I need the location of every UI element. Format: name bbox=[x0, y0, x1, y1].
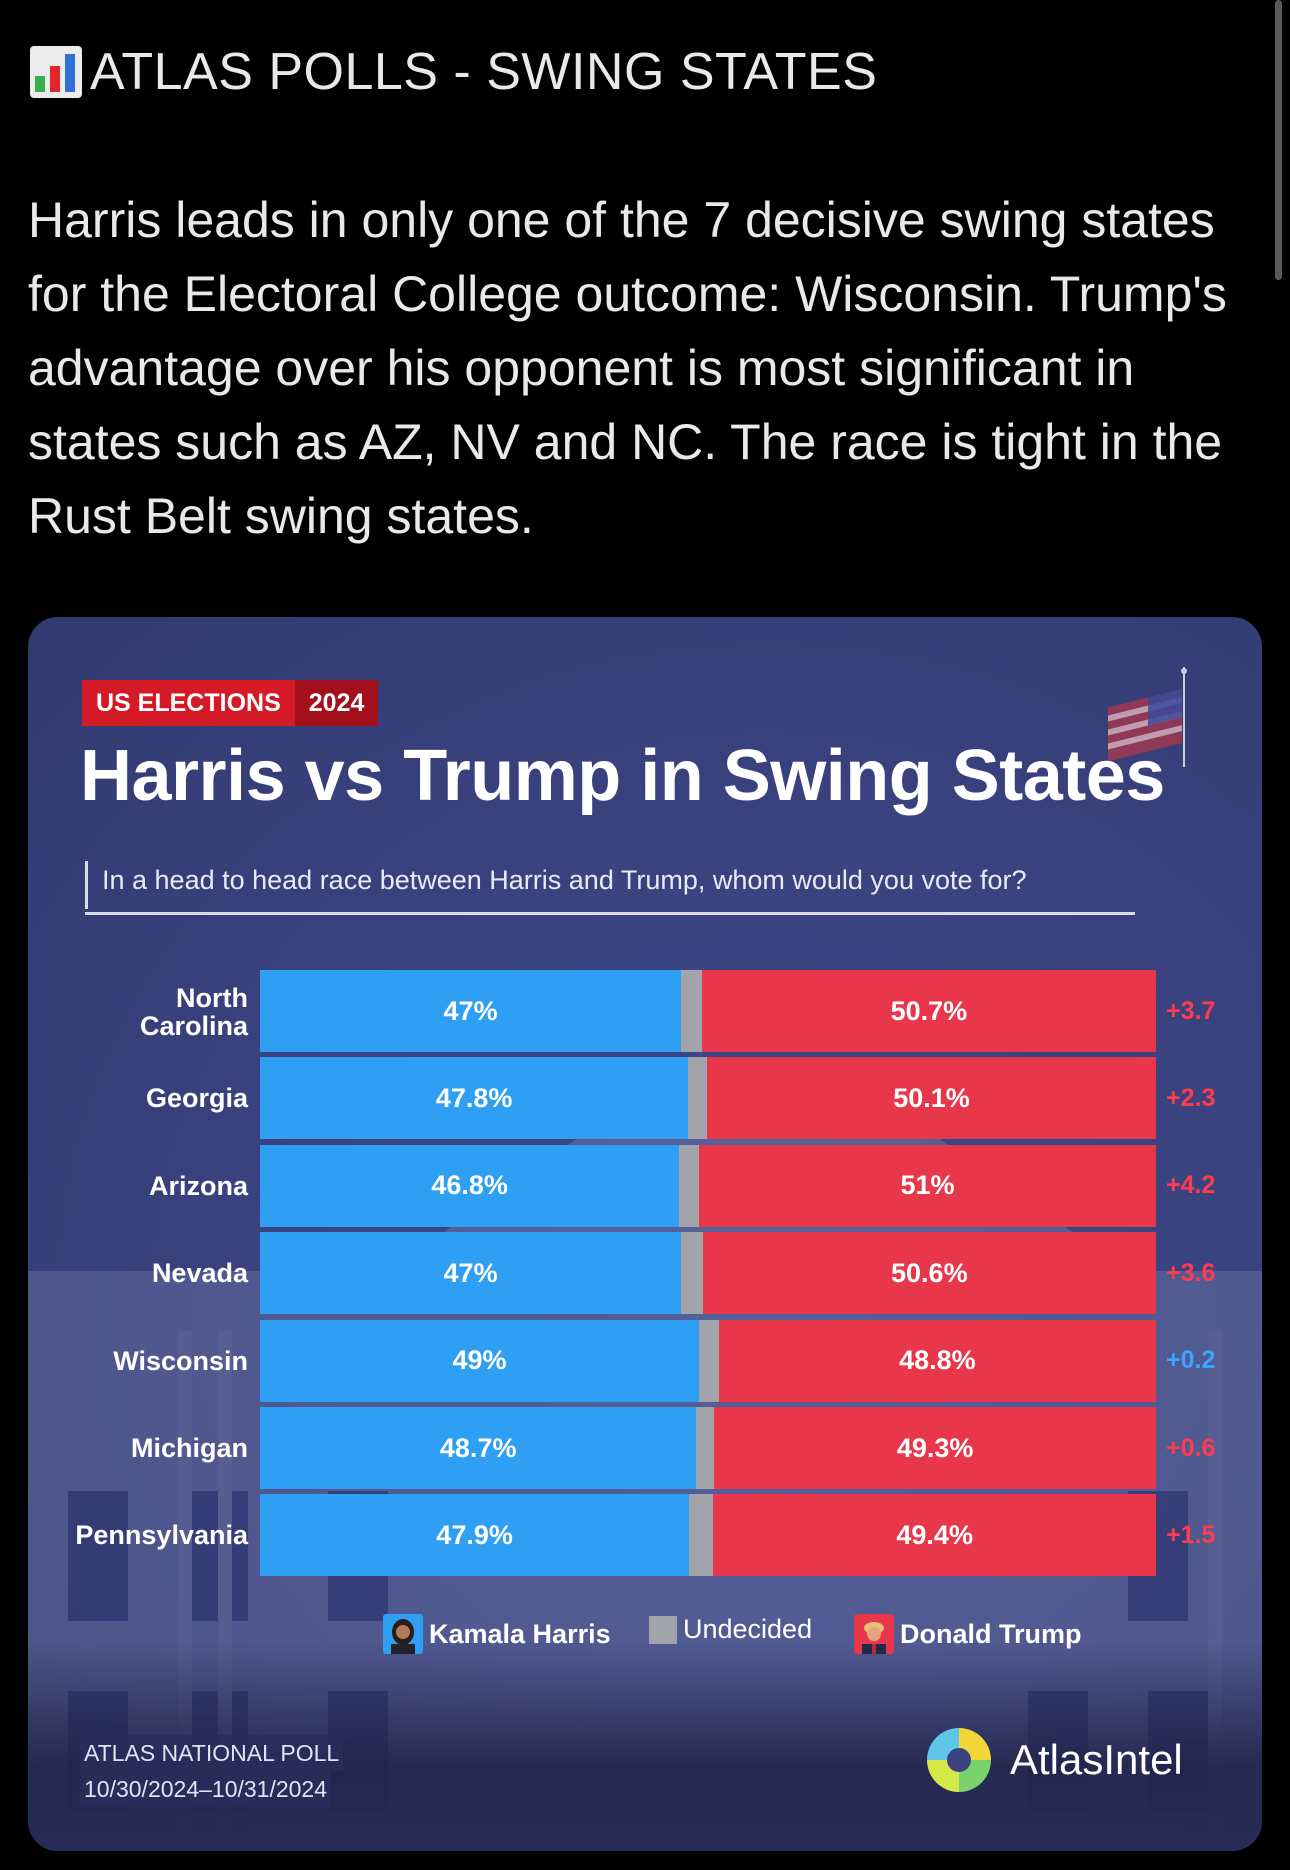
scrollbar[interactable] bbox=[1275, 0, 1282, 280]
harris-avatar-icon bbox=[383, 1614, 423, 1654]
trump-bar bbox=[701, 970, 1156, 1052]
harris-bar bbox=[260, 1494, 690, 1577]
legend-harris-label: Kamala Harris bbox=[429, 1618, 611, 1649]
logo-text: AtlasIntel bbox=[1010, 1736, 1183, 1783]
post-title-text: ATLAS POLLS - SWING STATES bbox=[90, 43, 878, 101]
trump-bar bbox=[714, 1407, 1156, 1489]
undecided-bar bbox=[681, 970, 702, 1052]
undecided-bar bbox=[696, 1407, 715, 1489]
trump-value-label: 50.7% bbox=[890, 995, 968, 1026]
poll-infographic[interactable]: US ELECTIONS 2024 Harris vs Trump in Swi… bbox=[28, 617, 1262, 1851]
harris-bar bbox=[260, 1407, 697, 1489]
bar-row: Georgia 47.8% 50.1% +2.3 bbox=[28, 1057, 1262, 1140]
bar-row: Michigan 48.7% 49.3% +0.6 bbox=[28, 1407, 1262, 1489]
legend-undecided-label: Undecided bbox=[683, 1614, 813, 1644]
undecided-bar bbox=[689, 1494, 714, 1577]
margin-label: +2.3 bbox=[1166, 1083, 1216, 1112]
margin-label: +3.6 bbox=[1166, 1258, 1216, 1287]
question-text: In a head to head race between Harris an… bbox=[102, 865, 1027, 895]
trump-value-label: 51% bbox=[900, 1170, 955, 1201]
trump-bar bbox=[713, 1494, 1156, 1577]
margin-label: +4.2 bbox=[1166, 1171, 1216, 1200]
harris-bar bbox=[260, 1319, 700, 1402]
undecided-swatch bbox=[649, 1615, 677, 1644]
trump-value-label: 49.3% bbox=[896, 1432, 974, 1463]
footer-line1: ATLAS NATIONAL POLL bbox=[80, 1735, 344, 1771]
harris-bar bbox=[260, 1144, 680, 1227]
state-label: Georgia bbox=[145, 1083, 248, 1114]
state-label: Arizona bbox=[148, 1170, 248, 1201]
trump-bar bbox=[718, 1319, 1156, 1402]
undecided-bar bbox=[688, 1057, 708, 1140]
us-flag-icon bbox=[1108, 667, 1187, 767]
trump-value-label: 50.1% bbox=[893, 1082, 970, 1113]
poll-footer: ATLAS NATIONAL POLL 10/30/2024–10/31/202… bbox=[80, 1735, 344, 1807]
legend-undecided: Undecided bbox=[649, 1614, 812, 1645]
legend-trump: Donald Trump bbox=[854, 1614, 1082, 1654]
atlasintel-logo-icon bbox=[927, 1728, 991, 1792]
post-title: ATLAS POLLS - SWING STATES bbox=[30, 42, 877, 102]
harris-bar bbox=[260, 1057, 689, 1140]
trump-value-label: 48.8% bbox=[899, 1345, 976, 1376]
margin-label: +0.6 bbox=[1166, 1433, 1216, 1462]
harris-value-label: 48.7% bbox=[439, 1432, 517, 1463]
chart-title: Harris vs Trump in Swing States bbox=[80, 736, 1165, 816]
margin-label: +1.5 bbox=[1166, 1520, 1216, 1549]
bar-row: Nevada 47% 50.6% +3.6 bbox=[28, 1232, 1262, 1315]
state-label: North Carolina bbox=[139, 983, 248, 1041]
trump-bar bbox=[699, 1144, 1156, 1227]
footer-line2: 10/30/2024–10/31/2024 bbox=[80, 1771, 332, 1807]
undecided-bar bbox=[699, 1319, 719, 1402]
state-label: Pennsylvania bbox=[75, 1520, 248, 1551]
bar-row: North Carolina 47% 50.7% +3.7 bbox=[28, 970, 1262, 1052]
question-callout: In a head to head race between Harris an… bbox=[85, 861, 1138, 915]
harris-value-label: 46.8% bbox=[431, 1170, 508, 1201]
bar-row: Pennsylvania 47.9% 49.4% +1.5 bbox=[28, 1494, 1262, 1577]
atlasintel-logo: AtlasIntel bbox=[924, 1725, 1183, 1795]
harris-bar bbox=[260, 1232, 682, 1315]
trump-value-label: 50.6% bbox=[891, 1257, 968, 1288]
undecided-bar bbox=[681, 1232, 703, 1315]
harris-value-label: 49% bbox=[452, 1345, 507, 1376]
margin-label: +0.2 bbox=[1166, 1346, 1216, 1375]
bar-row: Wisconsin 49% 48.8% +0.2 bbox=[28, 1319, 1262, 1402]
post-body: Harris leads in only one of the 7 decisi… bbox=[28, 192, 1227, 544]
state-label: Michigan bbox=[130, 1433, 248, 1463]
harris-value-label: 47.9% bbox=[436, 1519, 513, 1550]
tag-year: 2024 bbox=[294, 680, 379, 726]
bar-chart-icon bbox=[30, 46, 82, 98]
bar-row: Arizona 46.8% 51% +4.2 bbox=[28, 1144, 1262, 1227]
margin-label: +3.7 bbox=[1166, 996, 1216, 1025]
harris-value-label: 47.8% bbox=[435, 1082, 513, 1113]
state-label: Nevada bbox=[151, 1258, 248, 1289]
tag-label: US ELECTIONS bbox=[82, 680, 295, 726]
question-underline bbox=[85, 912, 1135, 915]
harris-bar bbox=[260, 970, 682, 1052]
trump-bar bbox=[702, 1232, 1156, 1315]
state-label: Wisconsin bbox=[113, 1345, 248, 1376]
trump-bar bbox=[707, 1057, 1156, 1140]
us-elections-tag: US ELECTIONS 2024 bbox=[82, 680, 379, 726]
trump-value-label: 49.4% bbox=[896, 1519, 973, 1550]
harris-value-label: 47% bbox=[443, 1257, 498, 1288]
legend-trump-label: Donald Trump bbox=[900, 1618, 1082, 1649]
trump-avatar-icon bbox=[854, 1614, 894, 1654]
legend-harris: Kamala Harris bbox=[383, 1614, 611, 1654]
harris-value-label: 47% bbox=[443, 995, 498, 1026]
legend: Kamala Harris Undecided Donald Trump bbox=[28, 1614, 1262, 1656]
undecided-bar bbox=[679, 1144, 700, 1227]
